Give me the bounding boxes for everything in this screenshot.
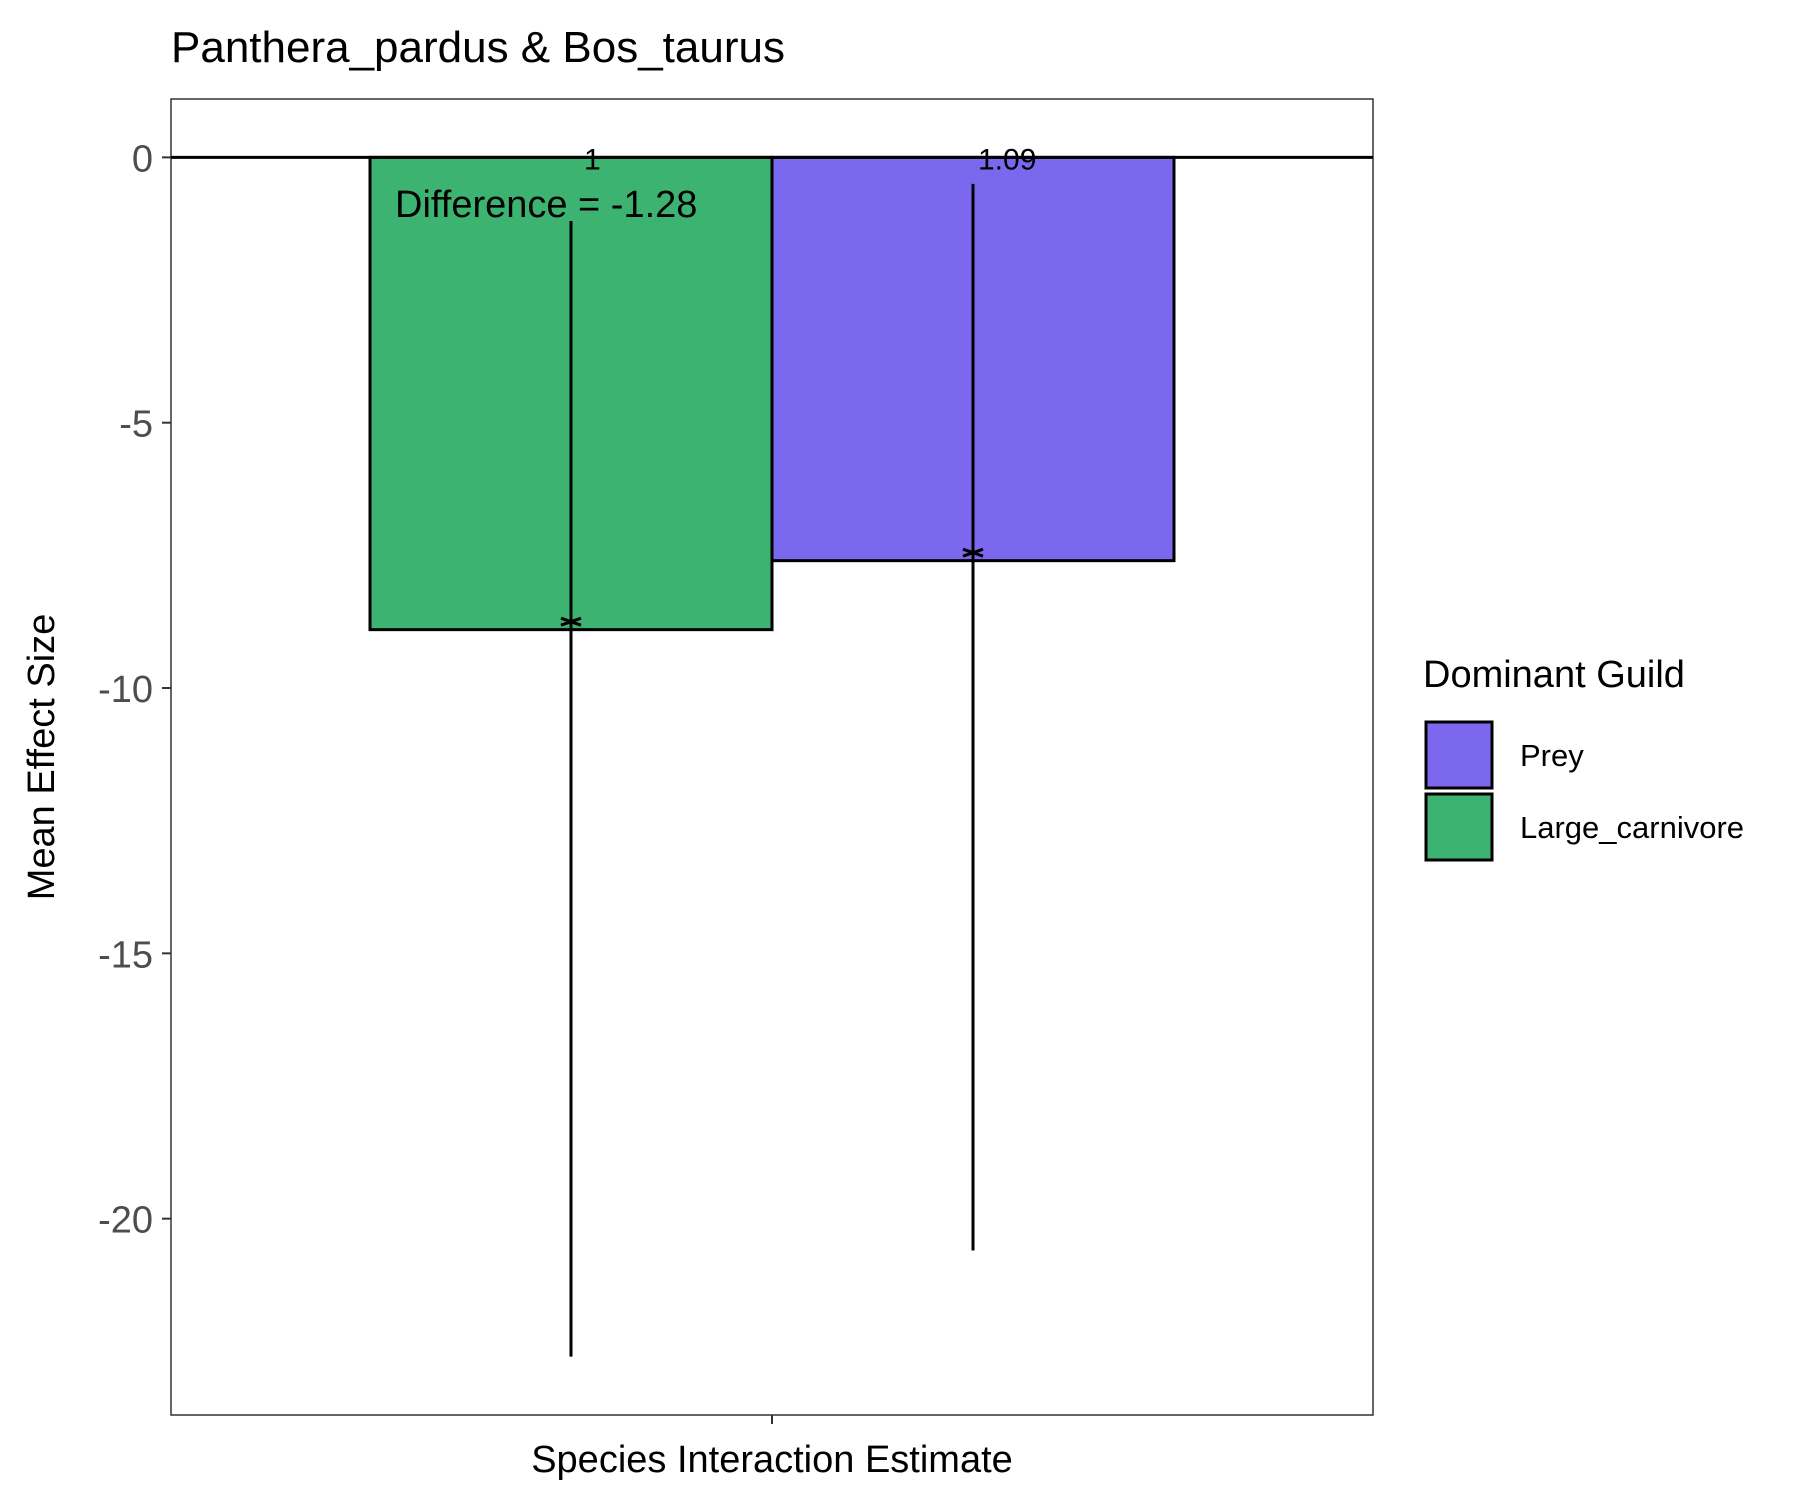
y-tick-label: -10	[98, 669, 153, 711]
bars-layer	[368, 155, 1176, 632]
legend-label-prey: Prey	[1520, 738, 1584, 773]
y-axis: 0 -5 -10 -15 -20	[98, 138, 171, 1242]
x-axis-label: Species Interaction Estimate	[531, 1439, 1013, 1481]
legend-items: Prey Large_carnivore	[1424, 720, 1744, 862]
bar-labels-layer: 1 1.09	[584, 143, 1036, 176]
point-marker-large-carnivore	[560, 611, 582, 632]
legend-label-large-carnivore: Large_carnivore	[1520, 810, 1744, 845]
legend: Dominant Guild Prey Large_carnivore	[1423, 654, 1744, 862]
chart-title: Panthera_pardus & Bos_taurus	[171, 23, 785, 72]
bar-label-prey: 1.09	[978, 143, 1036, 176]
errorbars-layer	[560, 183, 984, 1357]
legend-title: Dominant Guild	[1423, 654, 1685, 696]
y-tick-label: -5	[119, 404, 153, 446]
difference-annotation: Difference = -1.28	[395, 184, 697, 226]
legend-swatch-large-carnivore	[1424, 792, 1494, 862]
y-axis-label: Mean Effect Size	[21, 614, 63, 901]
y-tick-label: -20	[98, 1200, 153, 1242]
point-marker-prey	[962, 542, 984, 563]
y-tick-label: 0	[132, 138, 153, 180]
bar-label-large-carnivore: 1	[584, 143, 601, 176]
legend-swatch-prey	[1424, 720, 1494, 790]
y-tick-label: -15	[98, 934, 153, 976]
